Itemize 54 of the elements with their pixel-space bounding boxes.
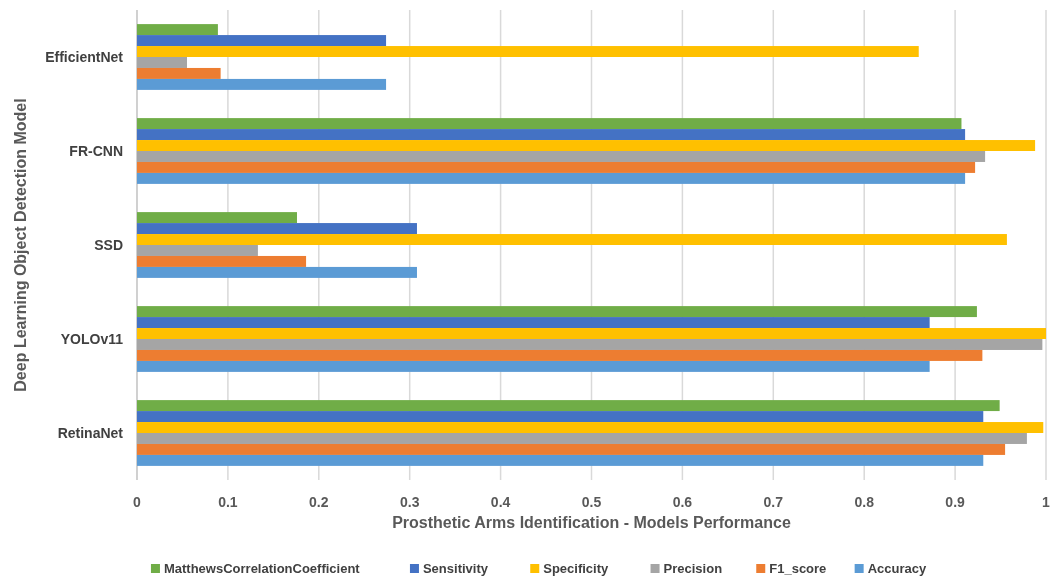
x-tick-label: 0.1 [218, 494, 238, 510]
legend-label: MatthewsCorrelationCoefficient [163, 561, 361, 576]
bar [137, 422, 1044, 433]
bar [137, 339, 1043, 350]
bar [137, 443, 1006, 455]
bar [137, 212, 297, 224]
y-tick-label: FR-CNN [69, 143, 123, 159]
bar [137, 46, 919, 57]
bar [137, 35, 387, 47]
y-tick-label: RetinaNet [57, 425, 124, 441]
x-tick-label: 0.3 [399, 494, 420, 510]
x-tick-label: 0.7 [763, 494, 784, 510]
bar [137, 400, 1000, 412]
bar [137, 317, 930, 329]
bar [137, 118, 962, 130]
legend-label: F1_score [769, 561, 827, 576]
bar [137, 433, 1027, 444]
bar [137, 78, 387, 90]
bar [137, 255, 307, 267]
bar [137, 140, 1036, 151]
legend-label: Specificity [543, 561, 610, 576]
x-tick-label: 0.2 [309, 494, 329, 510]
legend-label: Sensitivity [422, 561, 489, 576]
legend-label: Accuracy [867, 561, 927, 576]
bar [137, 24, 218, 36]
bar [137, 151, 986, 162]
bar [137, 129, 966, 141]
bar [137, 454, 984, 466]
bar [137, 306, 977, 318]
bar [137, 67, 221, 79]
bar [137, 266, 417, 278]
legend-label: Precision [663, 561, 723, 576]
x-axis-title: Prosthetic Arms Identification - Models Performance [392, 514, 791, 531]
y-tick-label: SSD [94, 237, 123, 253]
bar [137, 161, 976, 173]
x-tick-label: 0 [133, 494, 142, 510]
x-tick-label: 0.6 [672, 494, 693, 510]
bar [137, 328, 1046, 339]
y-axis-title: Deep Learning Object Detection Model [12, 98, 29, 392]
bar [137, 411, 984, 423]
bar [137, 172, 966, 184]
bar [137, 234, 1007, 245]
y-tick-label: EfficientNet [45, 49, 124, 65]
bar [137, 245, 258, 256]
x-tick-label: 1 [1042, 494, 1051, 510]
bar [137, 223, 417, 235]
bar [137, 349, 983, 361]
x-tick-label: 0.8 [854, 494, 875, 510]
y-tick-label: YOLOv11 [60, 331, 124, 347]
bar [137, 360, 930, 372]
x-tick-label: 0.9 [945, 494, 966, 510]
bar [137, 57, 187, 68]
x-tick-label: 0.5 [581, 494, 602, 510]
x-tick-label: 0.4 [490, 494, 511, 510]
